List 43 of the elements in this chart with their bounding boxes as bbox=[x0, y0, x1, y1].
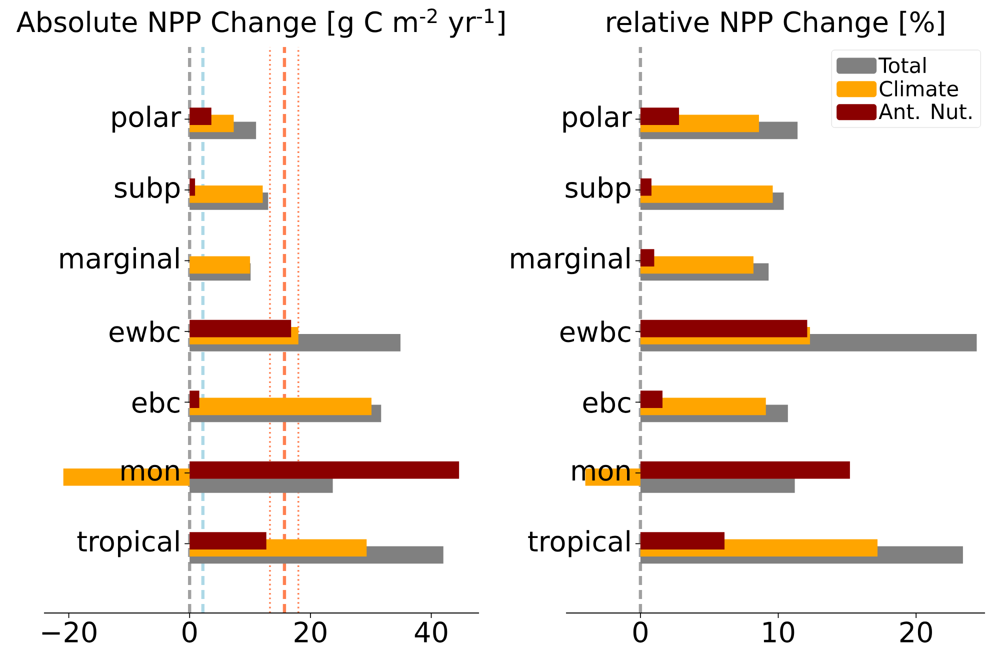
legend-label: Total bbox=[878, 57, 926, 74]
bar bbox=[640, 249, 654, 266]
y-tick-label: ewbc bbox=[560, 320, 630, 342]
bar bbox=[640, 178, 652, 196]
y-tick-label: subp bbox=[566, 176, 630, 204]
bar bbox=[190, 108, 212, 125]
x-tick-label: 0 bbox=[182, 622, 197, 643]
bar bbox=[190, 398, 372, 416]
x-tick-label: 20 bbox=[900, 622, 932, 643]
bar bbox=[190, 532, 266, 550]
y-tick-label: tropical bbox=[528, 530, 630, 558]
y-tick-label: subp bbox=[114, 176, 180, 204]
y-tick-label: marginal bbox=[60, 247, 179, 274]
bar bbox=[190, 178, 196, 196]
y-tick-label: tropical bbox=[77, 530, 179, 558]
y-tick-label: polar bbox=[563, 106, 632, 133]
bar bbox=[640, 108, 680, 125]
chart-title: Absolute NPP Change [g C m$^{-2}$ yr$^{-1}$] bbox=[16, 8, 504, 38]
legend-label: Climate bbox=[880, 80, 958, 97]
x-tick-label: 40 bbox=[414, 622, 448, 643]
x-tick-label: 10 bbox=[764, 622, 794, 643]
x-tick-label: 0 bbox=[633, 622, 648, 643]
x-tick-label: 20 bbox=[294, 622, 326, 643]
y-tick-label: polar bbox=[112, 106, 182, 133]
legend-label: Ant. Nut. bbox=[878, 104, 972, 120]
x-tick-label: −20 bbox=[42, 622, 96, 643]
bar bbox=[640, 390, 662, 408]
bar bbox=[190, 461, 460, 479]
y-tick-label: marginal bbox=[511, 247, 630, 274]
y-tick-label: ewbc bbox=[110, 320, 180, 342]
bar bbox=[190, 185, 263, 203]
y-tick-label: ebc bbox=[583, 391, 630, 413]
bar bbox=[640, 532, 725, 550]
bar bbox=[640, 185, 773, 203]
chart-title: relative NPP Change [%] bbox=[607, 10, 944, 38]
y-tick-label: mon bbox=[122, 464, 179, 481]
bar bbox=[190, 320, 292, 338]
bar bbox=[190, 390, 200, 408]
bar bbox=[190, 256, 250, 274]
bar bbox=[640, 256, 754, 274]
y-tick-label: ebc bbox=[132, 391, 180, 413]
bar bbox=[640, 461, 850, 479]
bar bbox=[640, 320, 808, 338]
